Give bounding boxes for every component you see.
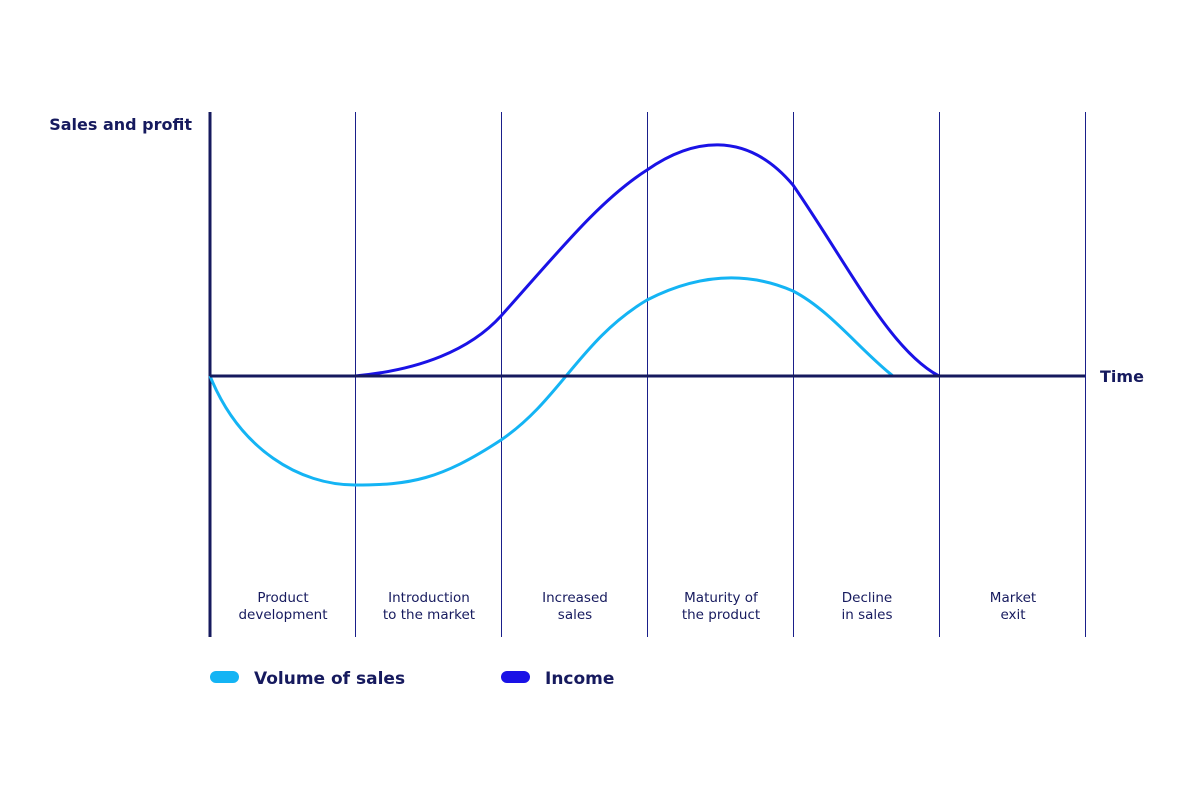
stage-label: Decline (842, 590, 893, 606)
legend-label: Income (545, 669, 614, 689)
income-curve (354, 143, 940, 378)
legend-swatch (210, 671, 239, 683)
stage-label: Market (990, 590, 1036, 606)
sales-curve (208, 276, 894, 487)
stage-label: Product (257, 590, 308, 606)
legend: Volume of sales Income (210, 669, 614, 689)
stage-label: Maturity of (684, 590, 759, 606)
stage-label: the product (682, 607, 760, 623)
y-axis-label: Sales and profit (49, 115, 192, 134)
legend-label: Volume of sales (254, 669, 405, 689)
stage-label: Introduction (388, 590, 470, 606)
stage-label: Increased (542, 590, 608, 606)
stage-label: in sales (842, 607, 893, 623)
stage-label: to the market (383, 607, 475, 623)
x-axis-label: Time (1100, 367, 1144, 386)
legend-swatch (501, 671, 530, 683)
stage-label: sales (558, 607, 592, 623)
stage-label: development (238, 607, 327, 623)
stage-label: exit (1000, 607, 1025, 623)
